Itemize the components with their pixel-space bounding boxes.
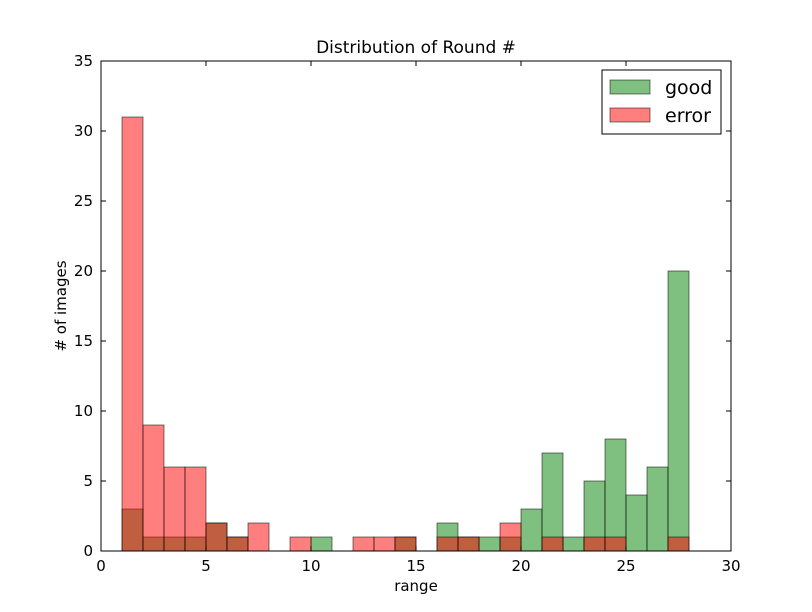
bar-error-16	[436, 536, 459, 552]
bar-error-14	[394, 536, 417, 552]
x-tick-label: 10	[301, 557, 320, 575]
bar-good-22	[562, 536, 585, 552]
bar-error-17	[457, 536, 480, 552]
y-tick-label: 5	[83, 472, 93, 490]
y-tick-label: 35	[74, 52, 93, 70]
bar-error-19	[499, 522, 522, 552]
bar-error-23	[583, 536, 606, 552]
bar-good-21	[541, 452, 564, 552]
bar-error-9	[289, 536, 312, 552]
x-tick-label: 30	[721, 557, 740, 575]
legend-swatch-good	[609, 79, 651, 95]
x-tick-label: 0	[96, 557, 106, 575]
bar-good-27	[667, 270, 690, 552]
bar-error-12	[352, 536, 375, 552]
y-tick-label: 15	[74, 332, 93, 350]
x-tick-label: 15	[406, 557, 425, 575]
bar-error-13	[373, 536, 396, 552]
y-tick-label: 10	[74, 402, 93, 420]
y-tick-label: 20	[74, 262, 93, 280]
x-tick-label: 25	[616, 557, 635, 575]
bar-error-3	[163, 466, 186, 552]
legend-label-good: good	[665, 77, 712, 99]
bar-error-24	[604, 536, 627, 552]
bars-layer	[121, 116, 690, 552]
bar-good-18	[478, 536, 501, 552]
y-axis-label: # of images	[52, 260, 70, 351]
x-axis-label: range	[394, 577, 438, 595]
bar-error-1	[121, 116, 144, 552]
tick-layer: 0 5 10 15 20 25 30 0 5 10 15 20 25 30 35	[74, 52, 741, 575]
bar-good-25	[625, 494, 648, 552]
bar-error-27	[667, 536, 690, 552]
y-tick-label: 25	[74, 192, 93, 210]
chart-title: Distribution of Round #	[316, 38, 516, 58]
bar-error-21	[541, 536, 564, 552]
bar-good-10	[310, 536, 333, 552]
bar-good-24	[604, 438, 627, 552]
x-tick-label: 20	[511, 557, 530, 575]
bar-error-2	[142, 424, 165, 552]
bar-good-26	[646, 466, 669, 552]
legend: good error	[601, 69, 722, 135]
legend-label-error: error	[665, 105, 711, 127]
y-tick-label: 30	[74, 122, 93, 140]
y-tick-label: 0	[83, 542, 93, 560]
bar-error-6	[226, 536, 249, 552]
bar-error-4	[184, 466, 207, 552]
legend-swatch-error	[609, 107, 651, 123]
x-tick-label: 5	[201, 557, 211, 575]
bar-good-20	[520, 508, 543, 552]
bar-error-5	[205, 522, 228, 552]
bar-error-7	[247, 522, 270, 552]
